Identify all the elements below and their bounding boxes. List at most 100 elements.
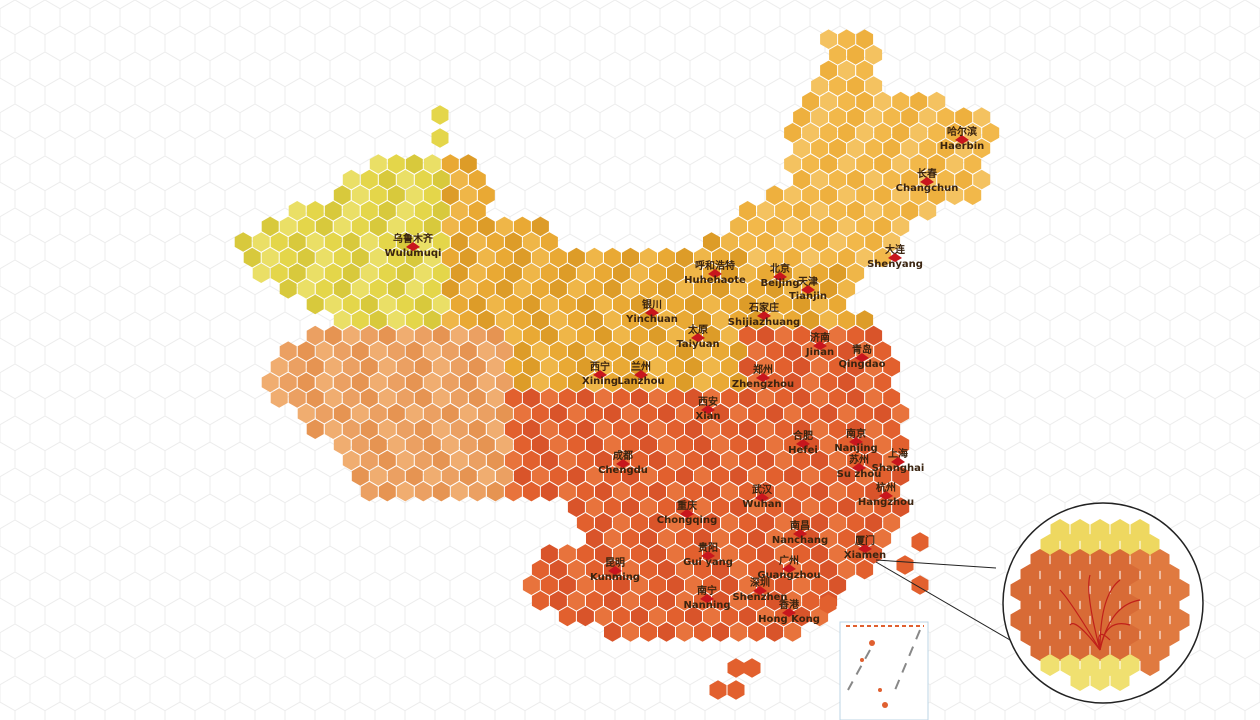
city-name-en: Haerbin <box>940 141 985 152</box>
hex-tile <box>531 341 549 361</box>
hex-tile <box>883 450 901 471</box>
hex-tile <box>531 310 549 330</box>
hex-tile <box>531 559 549 580</box>
hex-tile <box>766 341 784 361</box>
hex-tile <box>567 559 585 580</box>
hex-tile <box>739 481 756 502</box>
hex-tile <box>604 372 621 393</box>
hex-tile <box>1130 609 1150 631</box>
hex-tile <box>586 591 603 611</box>
hex-tile <box>847 388 865 408</box>
hex-tile <box>468 419 486 439</box>
hex-tile <box>811 169 829 190</box>
hex-tile <box>631 450 648 471</box>
hex-tile <box>1090 579 1110 601</box>
hex-tile <box>811 263 829 283</box>
hex-tile <box>468 325 486 346</box>
hex-tile <box>784 154 802 174</box>
hex-tile <box>658 247 675 268</box>
hex-tile <box>477 247 495 268</box>
hex-tile <box>405 154 423 174</box>
hex-tile <box>802 310 820 330</box>
hex-tile <box>649 450 666 471</box>
hex-tile <box>838 154 856 174</box>
hex-tile <box>838 372 856 393</box>
hex-tile <box>658 559 675 580</box>
hex-tile <box>513 216 531 237</box>
hex-tile <box>784 435 802 455</box>
hex-tile <box>856 29 874 49</box>
hex-tile <box>613 513 630 533</box>
hex-tile <box>811 76 829 96</box>
hex-tile <box>766 247 784 268</box>
hex-tile <box>522 388 540 408</box>
hex-tile <box>820 372 838 393</box>
city-name-en: Hong Kong <box>758 614 820 625</box>
hex-tile <box>667 294 684 315</box>
hex-tile <box>270 232 288 252</box>
hex-tile <box>793 575 811 595</box>
hex-tile <box>333 435 351 455</box>
hex-tile <box>369 341 387 361</box>
hex-tile <box>522 232 540 252</box>
hex-tile <box>793 481 811 502</box>
hex-tile <box>640 466 657 486</box>
hex-tile <box>1120 594 1140 616</box>
hex-tile <box>1070 669 1090 691</box>
city-name-en: Shenyang <box>867 259 923 270</box>
hex-tile <box>423 435 441 455</box>
hex-tile <box>973 138 991 159</box>
hex-tile <box>513 279 531 299</box>
hex-tile <box>1030 639 1050 661</box>
hex-tile <box>558 575 576 595</box>
hex-tile <box>838 341 856 361</box>
hex-tile <box>901 201 919 221</box>
hex-tile <box>342 325 360 346</box>
hex-tile <box>459 435 477 455</box>
hex-tile <box>694 622 711 642</box>
hex-tile <box>685 513 702 533</box>
hex-tile <box>1120 624 1140 646</box>
hex-tile <box>1150 549 1170 571</box>
hex-tile <box>576 544 594 564</box>
hex-tile <box>838 403 856 424</box>
hex-tile <box>685 263 702 283</box>
hex-tile <box>847 201 865 221</box>
hex-tile <box>351 435 369 455</box>
hex-tile <box>333 185 351 205</box>
hex-tile <box>757 201 775 221</box>
hex-tile <box>1020 564 1040 586</box>
hex-tile <box>775 419 793 439</box>
hex-tile <box>315 279 333 299</box>
city-name-en: Shanghai <box>872 463 925 474</box>
city-marker <box>920 177 934 186</box>
hex-tile <box>658 528 675 549</box>
hex-tile <box>324 201 342 221</box>
hex-tile <box>802 559 820 580</box>
hex-tile <box>811 232 829 252</box>
hex-tile <box>1030 549 1050 571</box>
hex-tile <box>802 185 820 205</box>
hex-tile <box>549 466 567 486</box>
hex-tile <box>964 185 982 205</box>
hex-tile <box>829 388 847 408</box>
hex-tile <box>793 544 811 564</box>
inset <box>839 621 929 720</box>
hex-tile <box>694 372 711 393</box>
hex-tile <box>640 247 657 268</box>
hex-tile <box>432 325 450 346</box>
hex-tile <box>423 310 441 330</box>
hex-tile <box>1120 564 1140 586</box>
route-line <box>1069 623 1101 651</box>
hex-tile <box>712 622 729 642</box>
city-name-cn: 长春 <box>917 167 937 180</box>
hex-tile <box>333 310 351 330</box>
hex-tile <box>640 372 657 393</box>
hex-tile <box>856 185 874 205</box>
hex-tile <box>396 419 414 439</box>
hex-tile <box>486 294 504 315</box>
hex-tile <box>802 372 820 393</box>
hex-tile <box>874 154 892 174</box>
city-name-cn: 哈尔滨 <box>947 125 977 138</box>
hex-tile <box>937 169 955 190</box>
